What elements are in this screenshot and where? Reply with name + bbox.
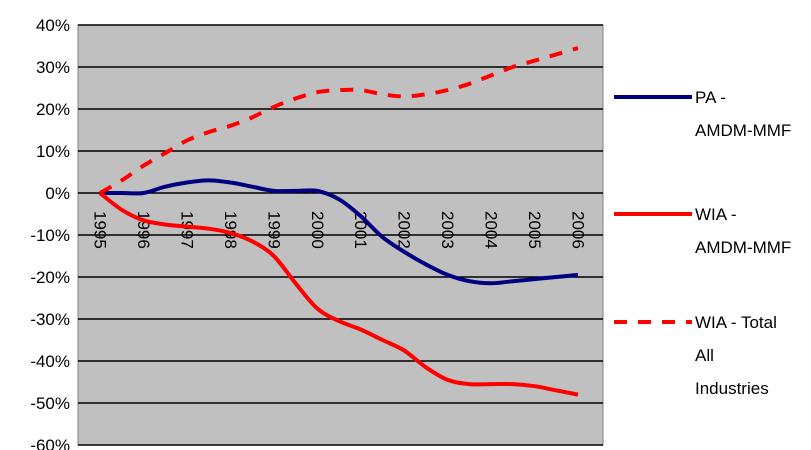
y-tick-label: -20% xyxy=(30,268,70,287)
y-axis-tick-labels: 40% 30% 20% 10% 0% -10% -20% -30% -40% -50% -60% xyxy=(30,16,70,450)
y-tick-label: 40% xyxy=(36,16,70,35)
legend-label: All xyxy=(695,346,714,365)
y-tick-label: -30% xyxy=(30,310,70,329)
series-line-1 xyxy=(98,191,579,397)
legend-label: WIA - Total xyxy=(695,313,777,332)
series-lines xyxy=(98,46,579,397)
legend-label: AMDM-MMF xyxy=(695,238,791,257)
legend-label: PA - xyxy=(695,88,726,107)
legend-label: AMDM-MMF xyxy=(695,121,791,140)
gridlines xyxy=(78,24,603,446)
series-line-0 xyxy=(100,178,579,286)
x-tick-label: 2000 xyxy=(308,211,327,249)
x-tick-label: 2004 xyxy=(482,211,501,249)
y-tick-label: -40% xyxy=(30,352,70,371)
x-tick-label: 2005 xyxy=(525,211,544,249)
y-tick-label: 0% xyxy=(45,184,70,203)
legend-label: Industries xyxy=(695,379,769,398)
y-tick-label: 30% xyxy=(36,58,70,77)
x-tick-label: 1995 xyxy=(91,211,110,249)
legend-label: WIA - xyxy=(695,205,737,224)
y-tick-label: 20% xyxy=(36,100,70,119)
legend: PA - AMDM-MMF WIA - AMDM-MMF WIA - Total All I… xyxy=(614,88,791,398)
x-tick-label: 2002 xyxy=(395,211,414,249)
y-tick-label: 10% xyxy=(36,142,70,161)
x-tick-label: 1997 xyxy=(177,211,196,249)
x-tick-label: 1998 xyxy=(221,211,240,249)
x-tick-label: 2006 xyxy=(569,211,588,249)
y-tick-label: -50% xyxy=(30,394,70,413)
x-tick-label: 1999 xyxy=(264,211,283,249)
y-tick-label: -10% xyxy=(30,226,70,245)
y-tick-label: -60% xyxy=(30,436,70,450)
x-tick-label: 2003 xyxy=(438,211,457,249)
